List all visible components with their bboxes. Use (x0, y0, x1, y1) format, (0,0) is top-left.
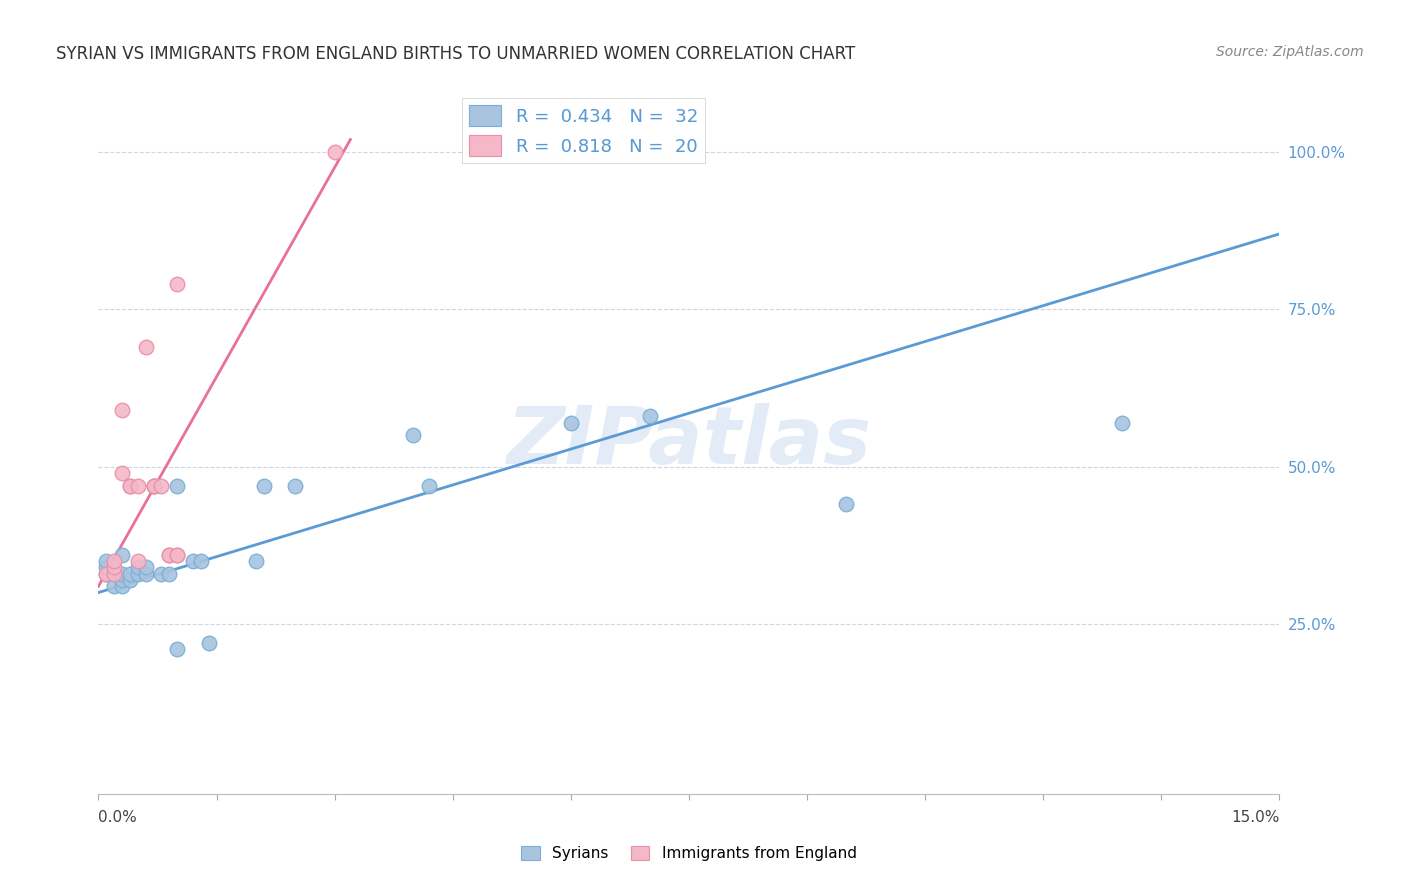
Point (166, 478, 188, 492)
Point (323, 145, 346, 160)
Point (127, 478, 149, 492)
Point (142, 478, 165, 492)
Point (127, 554, 149, 568)
Point (96, 566, 118, 581)
Point (253, 478, 276, 492)
Point (197, 636, 219, 650)
Point (135, 560, 157, 574)
Point (142, 478, 165, 492)
Point (1111, 416, 1133, 430)
Point (118, 566, 141, 581)
Point (190, 554, 212, 568)
Point (118, 573, 141, 587)
Point (150, 478, 173, 492)
Point (157, 566, 180, 581)
Point (103, 579, 125, 593)
Legend: R =  0.434   N =  32, R =  0.818   N =  20: R = 0.434 N = 32, R = 0.818 N = 20 (461, 98, 706, 163)
Text: ZIPatlas: ZIPatlas (506, 402, 872, 481)
Point (166, 548, 188, 562)
Point (560, 416, 582, 430)
Point (103, 554, 125, 568)
Point (418, 478, 440, 492)
Point (835, 498, 858, 512)
Text: Source: ZipAtlas.com: Source: ZipAtlas.com (1216, 45, 1364, 59)
Point (118, 478, 141, 492)
Point (111, 548, 134, 562)
Point (402, 428, 425, 442)
Point (127, 566, 149, 581)
Point (111, 573, 134, 587)
Point (96, 566, 118, 581)
Point (127, 560, 149, 574)
Text: 0.0%: 0.0% (98, 810, 138, 825)
Point (284, 478, 307, 492)
Point (103, 566, 125, 581)
Point (135, 566, 157, 581)
Point (150, 566, 173, 581)
Point (103, 560, 125, 574)
Text: 15.0%: 15.0% (1232, 810, 1279, 825)
Point (157, 548, 180, 562)
Point (96, 560, 118, 574)
Point (142, 478, 165, 492)
Text: SYRIAN VS IMMIGRANTS FROM ENGLAND BIRTHS TO UNMARRIED WOMEN CORRELATION CHART: SYRIAN VS IMMIGRANTS FROM ENGLAND BIRTHS… (56, 45, 855, 62)
Point (111, 403, 134, 417)
Point (166, 642, 188, 657)
Point (111, 566, 134, 581)
Point (245, 554, 267, 568)
Point (111, 579, 134, 593)
Point (157, 548, 180, 562)
Point (638, 409, 661, 424)
Point (166, 548, 188, 562)
Point (103, 566, 125, 581)
Point (111, 466, 134, 480)
Point (181, 554, 204, 568)
Point (135, 340, 157, 354)
Point (166, 277, 188, 292)
Point (96, 554, 118, 568)
Point (118, 478, 141, 492)
